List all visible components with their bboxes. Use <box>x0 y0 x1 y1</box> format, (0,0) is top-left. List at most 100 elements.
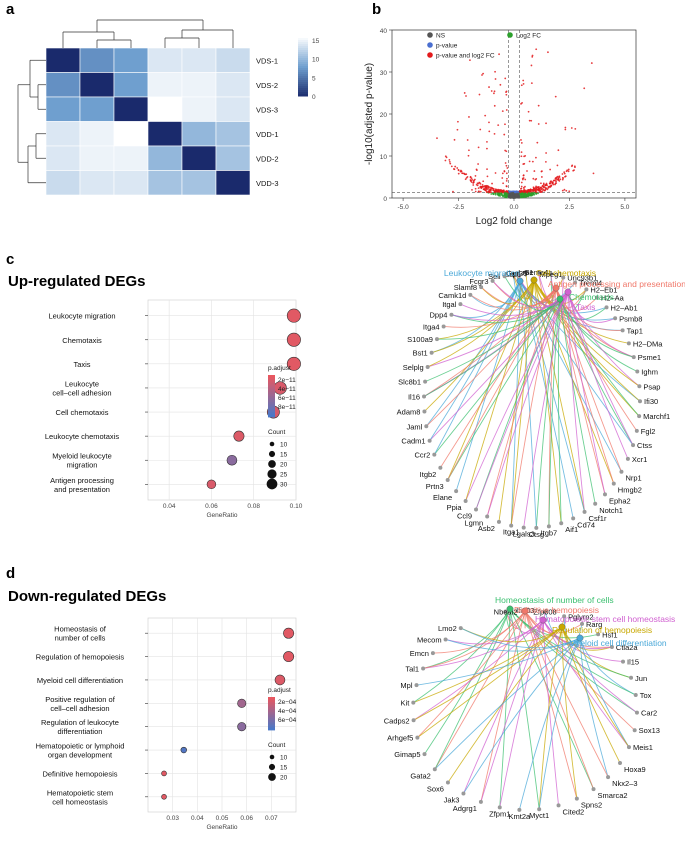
volcano-point <box>528 119 531 122</box>
colorbar-segment <box>298 48 308 51</box>
term-label: Antigen processing <box>50 476 114 485</box>
cnet-edge <box>579 637 609 778</box>
gene-label: Ighm <box>641 368 658 377</box>
term-hub-node <box>521 607 529 615</box>
colorbar-segment <box>298 92 308 95</box>
colorbar-segment <box>298 86 308 89</box>
volcano-point <box>536 141 539 144</box>
heatmap-cell <box>45 170 81 196</box>
volcano-point <box>484 186 487 189</box>
term-dot <box>226 454 238 466</box>
volcano-point <box>537 187 540 190</box>
term-hub-node <box>558 623 566 631</box>
volcano-point <box>519 193 521 195</box>
term-dot <box>233 430 245 442</box>
gene-label: Sox6 <box>427 785 444 794</box>
volcano-point <box>468 149 470 152</box>
gene-node <box>571 516 576 521</box>
colorbar-segment <box>298 46 308 49</box>
gene-node <box>414 683 419 688</box>
x-tick-label: 2.5 <box>565 204 574 211</box>
volcano-point <box>514 194 517 197</box>
volcano-point <box>470 179 472 182</box>
colorbar-segment <box>298 90 308 93</box>
volcano-point <box>457 172 460 175</box>
cnet-edge <box>434 608 511 770</box>
gene-label: Lmo2 <box>438 624 457 633</box>
volcano-point <box>520 139 522 141</box>
volcano-point <box>541 187 543 190</box>
volcano-point <box>512 193 515 196</box>
gene-label: Sell <box>488 272 501 281</box>
colorbar-segment <box>298 60 308 63</box>
volcano-point <box>478 190 480 193</box>
volcano-point <box>515 196 518 199</box>
heatmap-cell <box>147 170 183 196</box>
volcano-point <box>505 164 508 167</box>
gene-label: Csf1r <box>589 514 607 523</box>
volcano-point <box>563 172 566 175</box>
count-tick: 15 <box>280 452 288 459</box>
volcano-point <box>477 182 480 185</box>
volcano-point <box>554 95 557 98</box>
volcano-point <box>481 184 484 186</box>
term-label: migration <box>67 461 98 470</box>
volcano-point <box>488 130 491 133</box>
volcano-point <box>542 188 545 191</box>
term-label: Homeostasis of <box>54 625 107 634</box>
padjust-gradient <box>268 721 275 724</box>
colorbar-segment <box>298 44 308 47</box>
cnet-edge <box>542 619 638 714</box>
gene-node <box>633 692 638 697</box>
volcano-point <box>550 180 552 183</box>
gene-node <box>411 700 416 705</box>
colorbar-segment <box>298 40 308 43</box>
volcano-point <box>519 190 522 193</box>
gene-label: Ppia <box>447 503 463 512</box>
heatmap-cell <box>147 145 183 171</box>
heatmap-cell <box>113 96 149 122</box>
padjust-gradient <box>268 710 275 713</box>
down-cnet-plot: Nbeal2Ifi203Zfp608Pglyrp2RargHsf1Ctla2aI… <box>384 595 676 821</box>
heatmap-cell <box>45 72 81 98</box>
volcano-point <box>520 181 523 184</box>
gene-label: Ctsg <box>529 530 544 539</box>
x-tick-label: 0.06 <box>205 503 218 510</box>
padjust-gradient <box>268 705 275 708</box>
padjust-gradient <box>268 393 275 397</box>
volcano-point <box>590 62 593 64</box>
count-dot <box>267 469 277 479</box>
gene-node <box>432 452 437 457</box>
gene-label: Itga1 <box>503 528 520 537</box>
colorbar-segment <box>298 56 308 59</box>
volcano-point <box>530 189 532 191</box>
term-hub-node <box>564 288 572 296</box>
volcano-point <box>505 172 508 175</box>
gene-node <box>479 285 484 290</box>
gene-node <box>629 675 634 680</box>
volcano-point <box>556 164 559 167</box>
volcano-point <box>513 196 516 199</box>
panel-label-b: b <box>372 1 381 18</box>
gene-node <box>543 609 548 614</box>
volcano-point <box>505 192 508 195</box>
gene-label: Nkx2–3 <box>612 779 637 788</box>
cnet-edge <box>509 608 594 790</box>
heatmap-row-label: VDD-3 <box>256 179 279 188</box>
volcano-point <box>570 165 573 168</box>
gene-label: Gata2 <box>410 771 430 780</box>
gene-node <box>626 745 631 750</box>
heatmap-row-label: VDS-2 <box>256 81 278 90</box>
colorbar-segment <box>298 52 308 55</box>
colorbar-segment <box>298 76 308 79</box>
gene-label: Slc8b1 <box>398 378 421 387</box>
cnet-edge <box>434 637 581 770</box>
volcano-point <box>561 173 564 175</box>
volcano-point <box>482 180 485 183</box>
volcano-point <box>497 124 500 127</box>
count-tick: 20 <box>280 775 288 782</box>
volcano-point <box>503 191 506 194</box>
volcano-point <box>482 72 485 75</box>
gene-label: Unc93b1 <box>567 273 597 282</box>
